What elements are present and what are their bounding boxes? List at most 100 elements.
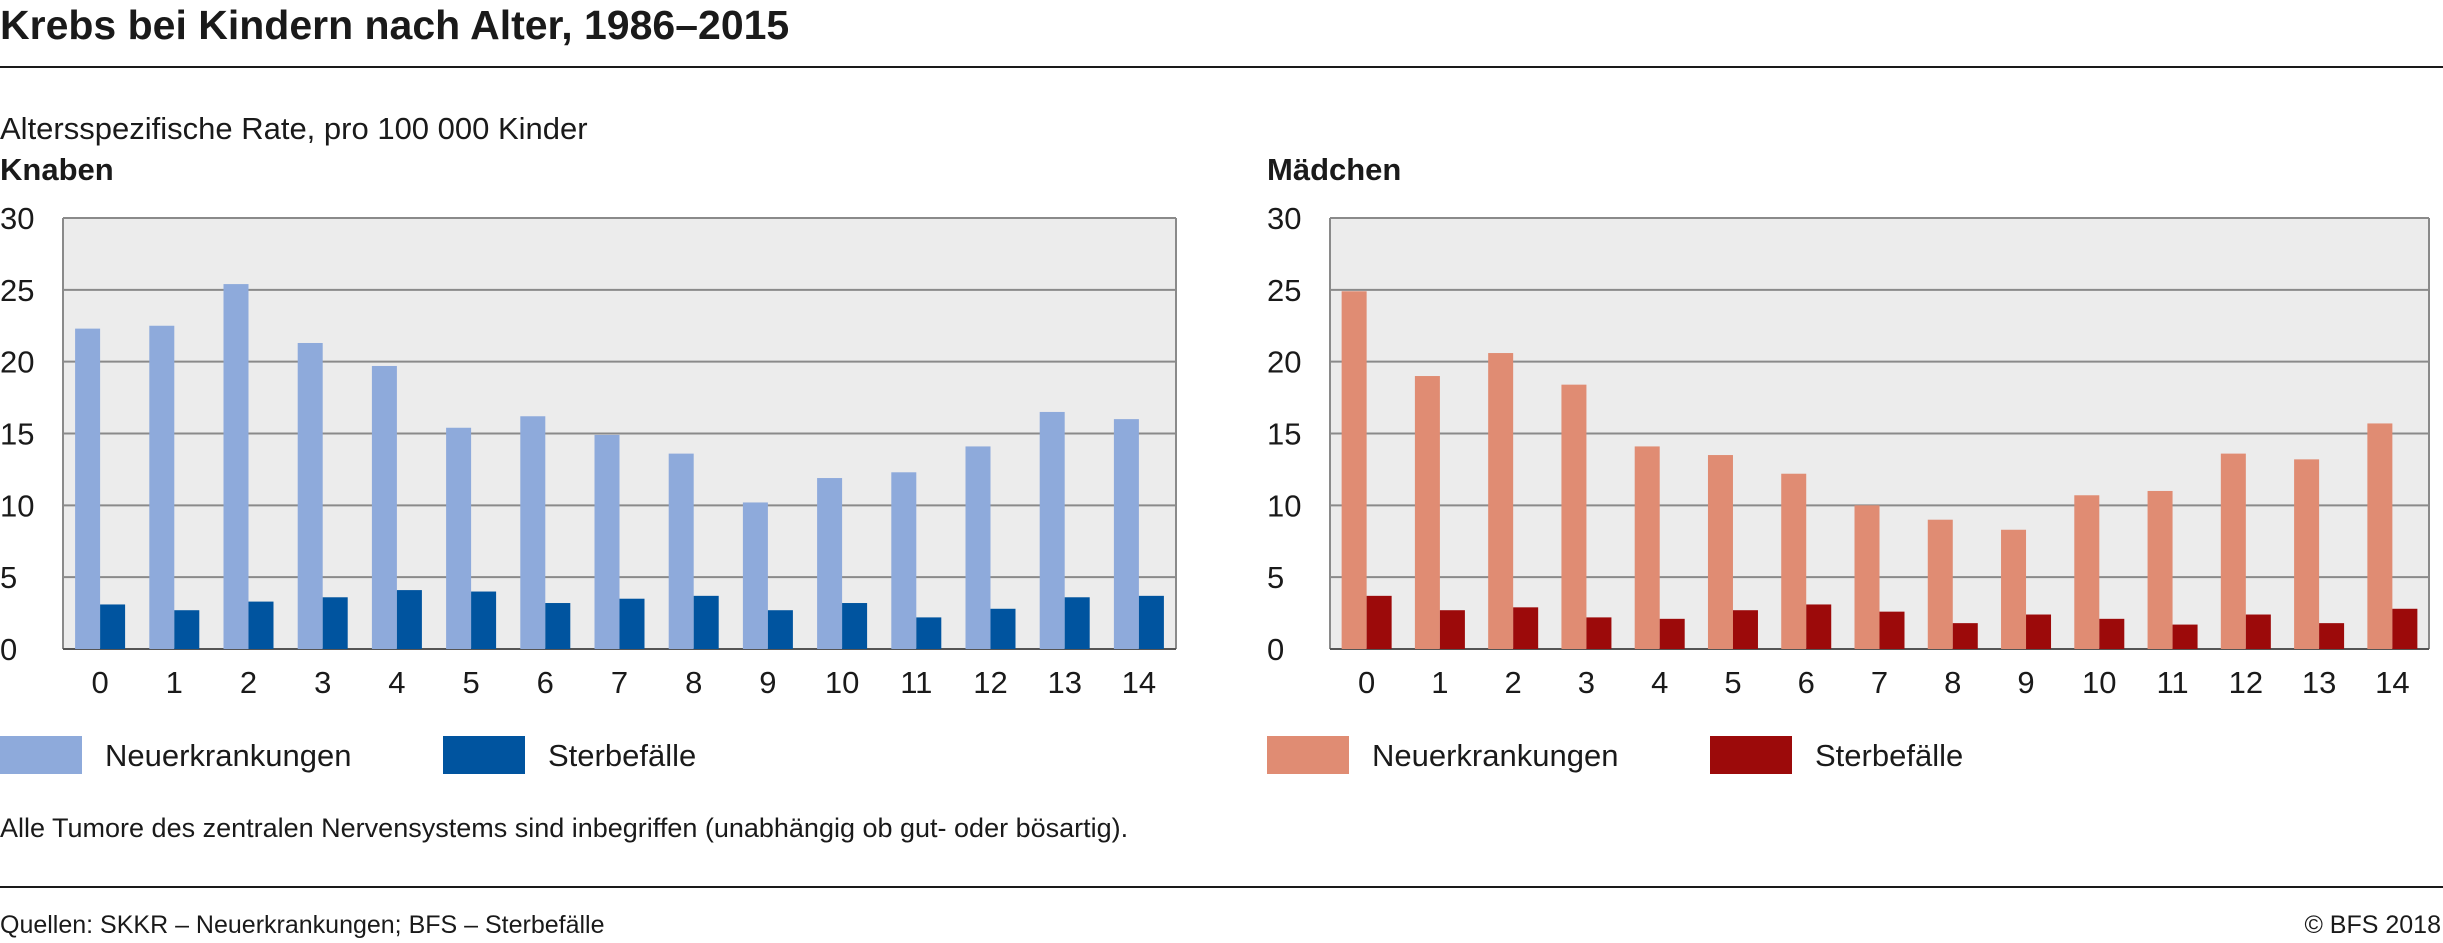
- maedchen-x-tick-label: 3: [1578, 665, 1595, 700]
- maedchen-y-tick-label: 10: [1267, 488, 1301, 523]
- knaben-bar-sterbefaelle: [916, 617, 942, 649]
- maedchen-bar-sterbefaelle: [1513, 607, 1539, 649]
- knaben-bar-neuerkrankungen: [297, 342, 323, 649]
- knaben-y-tick-label: 20: [0, 345, 34, 380]
- knaben-x-tick-label: 12: [973, 665, 1007, 700]
- maedchen-bar-sterbefaelle: [2392, 608, 2418, 649]
- knaben-bar-neuerkrankungen: [817, 478, 843, 649]
- knaben-bar-neuerkrankungen: [594, 434, 620, 649]
- knaben-bar-neuerkrankungen: [371, 365, 397, 649]
- knaben-y-tick-label: 15: [0, 417, 34, 452]
- maedchen-y-tick-label: 15: [1267, 417, 1301, 452]
- knaben-x-tick-label: 8: [685, 665, 702, 700]
- maedchen-x-tick-label: 11: [2156, 665, 2188, 700]
- legend-swatch-knaben-sterbefaelle: [443, 736, 525, 774]
- knaben-bar-sterbefaelle: [990, 608, 1016, 649]
- knaben-bar-sterbefaelle: [1138, 595, 1164, 649]
- maedchen-x-tick-label: 14: [2375, 665, 2409, 700]
- maedchen-y-tick-label: 30: [1267, 201, 1301, 236]
- maedchen-bar-sterbefaelle: [2026, 614, 2052, 649]
- maedchen-y-tick-label: 5: [1267, 560, 1284, 595]
- maedchen-x-tick-label: 9: [2017, 665, 2034, 700]
- maedchen-bar-neuerkrankungen: [1927, 519, 1953, 649]
- maedchen-x-tick-label: 0: [1358, 665, 1375, 700]
- maedchen-bar-neuerkrankungen: [2001, 529, 2027, 649]
- knaben-x-tick-label: 0: [91, 665, 108, 700]
- maedchen-bar-neuerkrankungen: [1634, 446, 1660, 649]
- maedchen-x-tick-label: 12: [2229, 665, 2263, 700]
- maedchen-bar-sterbefaelle: [1586, 617, 1612, 649]
- legend-swatch-knaben-neuerkrankungen: [0, 736, 82, 774]
- maedchen-bar-neuerkrankungen: [2074, 495, 2100, 649]
- maedchen-x-tick-label: 6: [1798, 665, 1815, 700]
- knaben-x-tick-label: 5: [462, 665, 479, 700]
- knaben-x-tick-label: 11: [900, 665, 932, 700]
- maedchen-bar-sterbefaelle: [1439, 610, 1465, 649]
- maedchen-bar-neuerkrankungen: [1488, 353, 1514, 649]
- maedchen-bar-neuerkrankungen: [1341, 291, 1367, 649]
- knaben-bar-neuerkrankungen: [223, 284, 249, 649]
- knaben-bar-sterbefaelle: [248, 601, 274, 649]
- knaben-bar-neuerkrankungen: [891, 472, 917, 649]
- knaben-x-tick-label: 4: [388, 665, 405, 700]
- maedchen-bar-sterbefaelle: [1806, 604, 1832, 649]
- knaben-x-tick-label: 14: [1122, 665, 1156, 700]
- knaben-y-tick-label: 30: [0, 201, 34, 236]
- maedchen-bar-sterbefaelle: [2245, 614, 2271, 649]
- maedchen-x-tick-label: 1: [1431, 665, 1448, 700]
- maedchen-bar-sterbefaelle: [1732, 610, 1758, 649]
- maedchen-x-tick-label: 4: [1651, 665, 1668, 700]
- knaben-bar-sterbefaelle: [842, 603, 868, 649]
- knaben-bar-neuerkrankungen: [1113, 419, 1139, 649]
- knaben-x-tick-label: 10: [825, 665, 859, 700]
- knaben-bar-sterbefaelle: [174, 610, 200, 649]
- maedchen-bar-sterbefaelle: [2099, 618, 2125, 649]
- knaben-bar-neuerkrankungen: [75, 328, 101, 649]
- knaben-y-tick-label: 5: [0, 560, 17, 595]
- legend-label-knaben-sterbefaelle: Sterbefälle: [548, 738, 697, 773]
- maedchen-bar-sterbefaelle: [2319, 623, 2345, 649]
- maedchen-bar-neuerkrankungen: [1414, 376, 1440, 649]
- maedchen-bar-sterbefaelle: [1952, 623, 1978, 649]
- maedchen-bar-sterbefaelle: [1366, 595, 1392, 649]
- legend-label-maedchen-sterbefaelle: Sterbefälle: [1815, 738, 1964, 773]
- knaben-y-tick-label: 25: [0, 273, 34, 308]
- maedchen-x-tick-label: 13: [2302, 665, 2336, 700]
- maedchen-bar-sterbefaelle: [1879, 611, 1905, 649]
- chart-maedchen: 0 5 10 15 20 25 30 0 1 2 3 4 5 6 7 8 9 10 11 12 13 14: [1267, 200, 2443, 725]
- maedchen-bar-neuerkrankungen: [2294, 459, 2320, 649]
- knaben-bar-neuerkrankungen: [446, 427, 472, 649]
- knaben-x-tick-label: 9: [759, 665, 776, 700]
- knaben-bar-sterbefaelle: [471, 591, 497, 649]
- knaben-bar-neuerkrankungen: [1039, 411, 1065, 649]
- legend-swatch-maedchen-sterbefaelle: [1710, 736, 1792, 774]
- knaben-bar-sterbefaelle: [322, 597, 348, 649]
- knaben-x-tick-label: 6: [537, 665, 554, 700]
- knaben-x-tick-label: 13: [1047, 665, 1081, 700]
- legend-knaben: Neuerkrankungen Sterbefälle: [0, 736, 1190, 776]
- knaben-bar-neuerkrankungen: [149, 325, 175, 649]
- knaben-x-tick-label: 7: [611, 665, 628, 700]
- chart-footnote: Alle Tumore des zentralen Nervensystems …: [0, 813, 1129, 843]
- legend-maedchen: Neuerkrankungen Sterbefälle: [1267, 736, 2443, 776]
- legend-swatch-maedchen-neuerkrankungen: [1267, 736, 1349, 774]
- maedchen-x-tick-label: 8: [1944, 665, 1961, 700]
- maedchen-x-tick-label: 7: [1871, 665, 1888, 700]
- panel-label-maedchen: Mädchen: [1267, 152, 1402, 187]
- title-divider: [0, 66, 2443, 68]
- maedchen-x-tick-label: 2: [1505, 665, 1522, 700]
- maedchen-bar-neuerkrankungen: [1707, 455, 1733, 649]
- maedchen-x-tick-label: 5: [1724, 665, 1741, 700]
- knaben-bar-sterbefaelle: [767, 610, 793, 649]
- panel-label-knaben: Knaben: [0, 152, 114, 187]
- knaben-bar-neuerkrankungen: [742, 502, 768, 649]
- maedchen-bar-neuerkrankungen: [1561, 384, 1587, 649]
- knaben-bar-neuerkrankungen: [668, 453, 694, 649]
- maedchen-y-tick-label: 0: [1267, 632, 1284, 667]
- maedchen-bar-sterbefaelle: [2172, 624, 2198, 649]
- maedchen-bar-neuerkrankungen: [2367, 423, 2393, 649]
- chart-subtitle: Altersspezifische Rate, pro 100 000 Kind…: [0, 111, 588, 146]
- legend-label-maedchen-neuerkrankungen: Neuerkrankungen: [1372, 738, 1619, 773]
